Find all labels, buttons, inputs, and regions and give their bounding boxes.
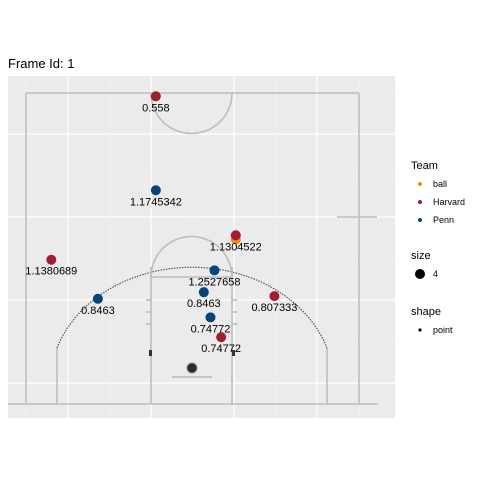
data-labels: 0.558 1.1304522 1.1380689 0.807333 0.74772 1.… [25, 102, 297, 355]
chart-title: Frame Id: 1 [8, 56, 74, 71]
legend-item-label: Penn [433, 215, 454, 225]
point-label: 1.1380689 [25, 266, 77, 278]
block-left [149, 350, 152, 356]
legend-team-title: Team [411, 160, 438, 172]
legend-shape: shape point [411, 306, 453, 335]
block-right [232, 350, 235, 356]
free-throw-arc [150, 235, 233, 278]
point-harvard-0 [150, 91, 161, 102]
rim [186, 362, 198, 374]
point-harvard-1 [230, 230, 241, 241]
point-label: 0.74772 [201, 343, 241, 355]
panel-background [8, 76, 395, 418]
legend-team: Team ball Harvard Penn [411, 160, 465, 225]
center-circle-arc [150, 92, 233, 135]
point-label: 0.807333 [251, 302, 297, 314]
legend-key-dot [418, 200, 422, 204]
point-label: 1.1304522 [210, 241, 262, 253]
legend-shape-title: shape [411, 306, 441, 318]
legend: Team ball Harvard Penn size 4 shape point [411, 160, 465, 335]
legend-item-penn: Penn [418, 215, 454, 225]
point-penn-1 [209, 265, 220, 276]
legend-item-harvard: Harvard [418, 197, 465, 207]
point-penn-0 [150, 185, 161, 196]
point-harvard-4 [216, 332, 227, 343]
point-label: 0.8463 [187, 298, 221, 310]
legend-item-label: ball [433, 179, 447, 189]
point-penn-3 [92, 293, 103, 304]
point-penn-2 [198, 287, 209, 298]
legend-shape-label: point [433, 325, 453, 335]
legend-shape-key [418, 328, 422, 332]
data-points [46, 91, 280, 343]
three-point-arc [56, 266, 328, 349]
point-label: 1.2527658 [188, 276, 240, 288]
point-harvard-3 [269, 291, 280, 302]
plot-panel: 0.558 1.1304522 1.1380689 0.807333 0.74772 1.… [8, 76, 395, 418]
legend-key-dot [418, 182, 422, 186]
legend-size: size 4 [411, 250, 438, 279]
legend-size-label: 4 [433, 269, 438, 279]
point-label: 0.74772 [191, 323, 231, 335]
point-label: 1.1745342 [130, 196, 182, 208]
legend-item-label: Harvard [433, 197, 465, 207]
court-lines [8, 92, 378, 405]
legend-size-key [415, 269, 425, 279]
point-penn-4 [205, 312, 216, 323]
legend-item-ball: ball [418, 179, 447, 189]
point-label: 0.8463 [81, 305, 115, 317]
point-label: 0.558 [142, 102, 170, 114]
point-harvard-2 [46, 254, 57, 265]
legend-size-title: size [411, 250, 431, 262]
legend-key-dot [418, 218, 422, 222]
